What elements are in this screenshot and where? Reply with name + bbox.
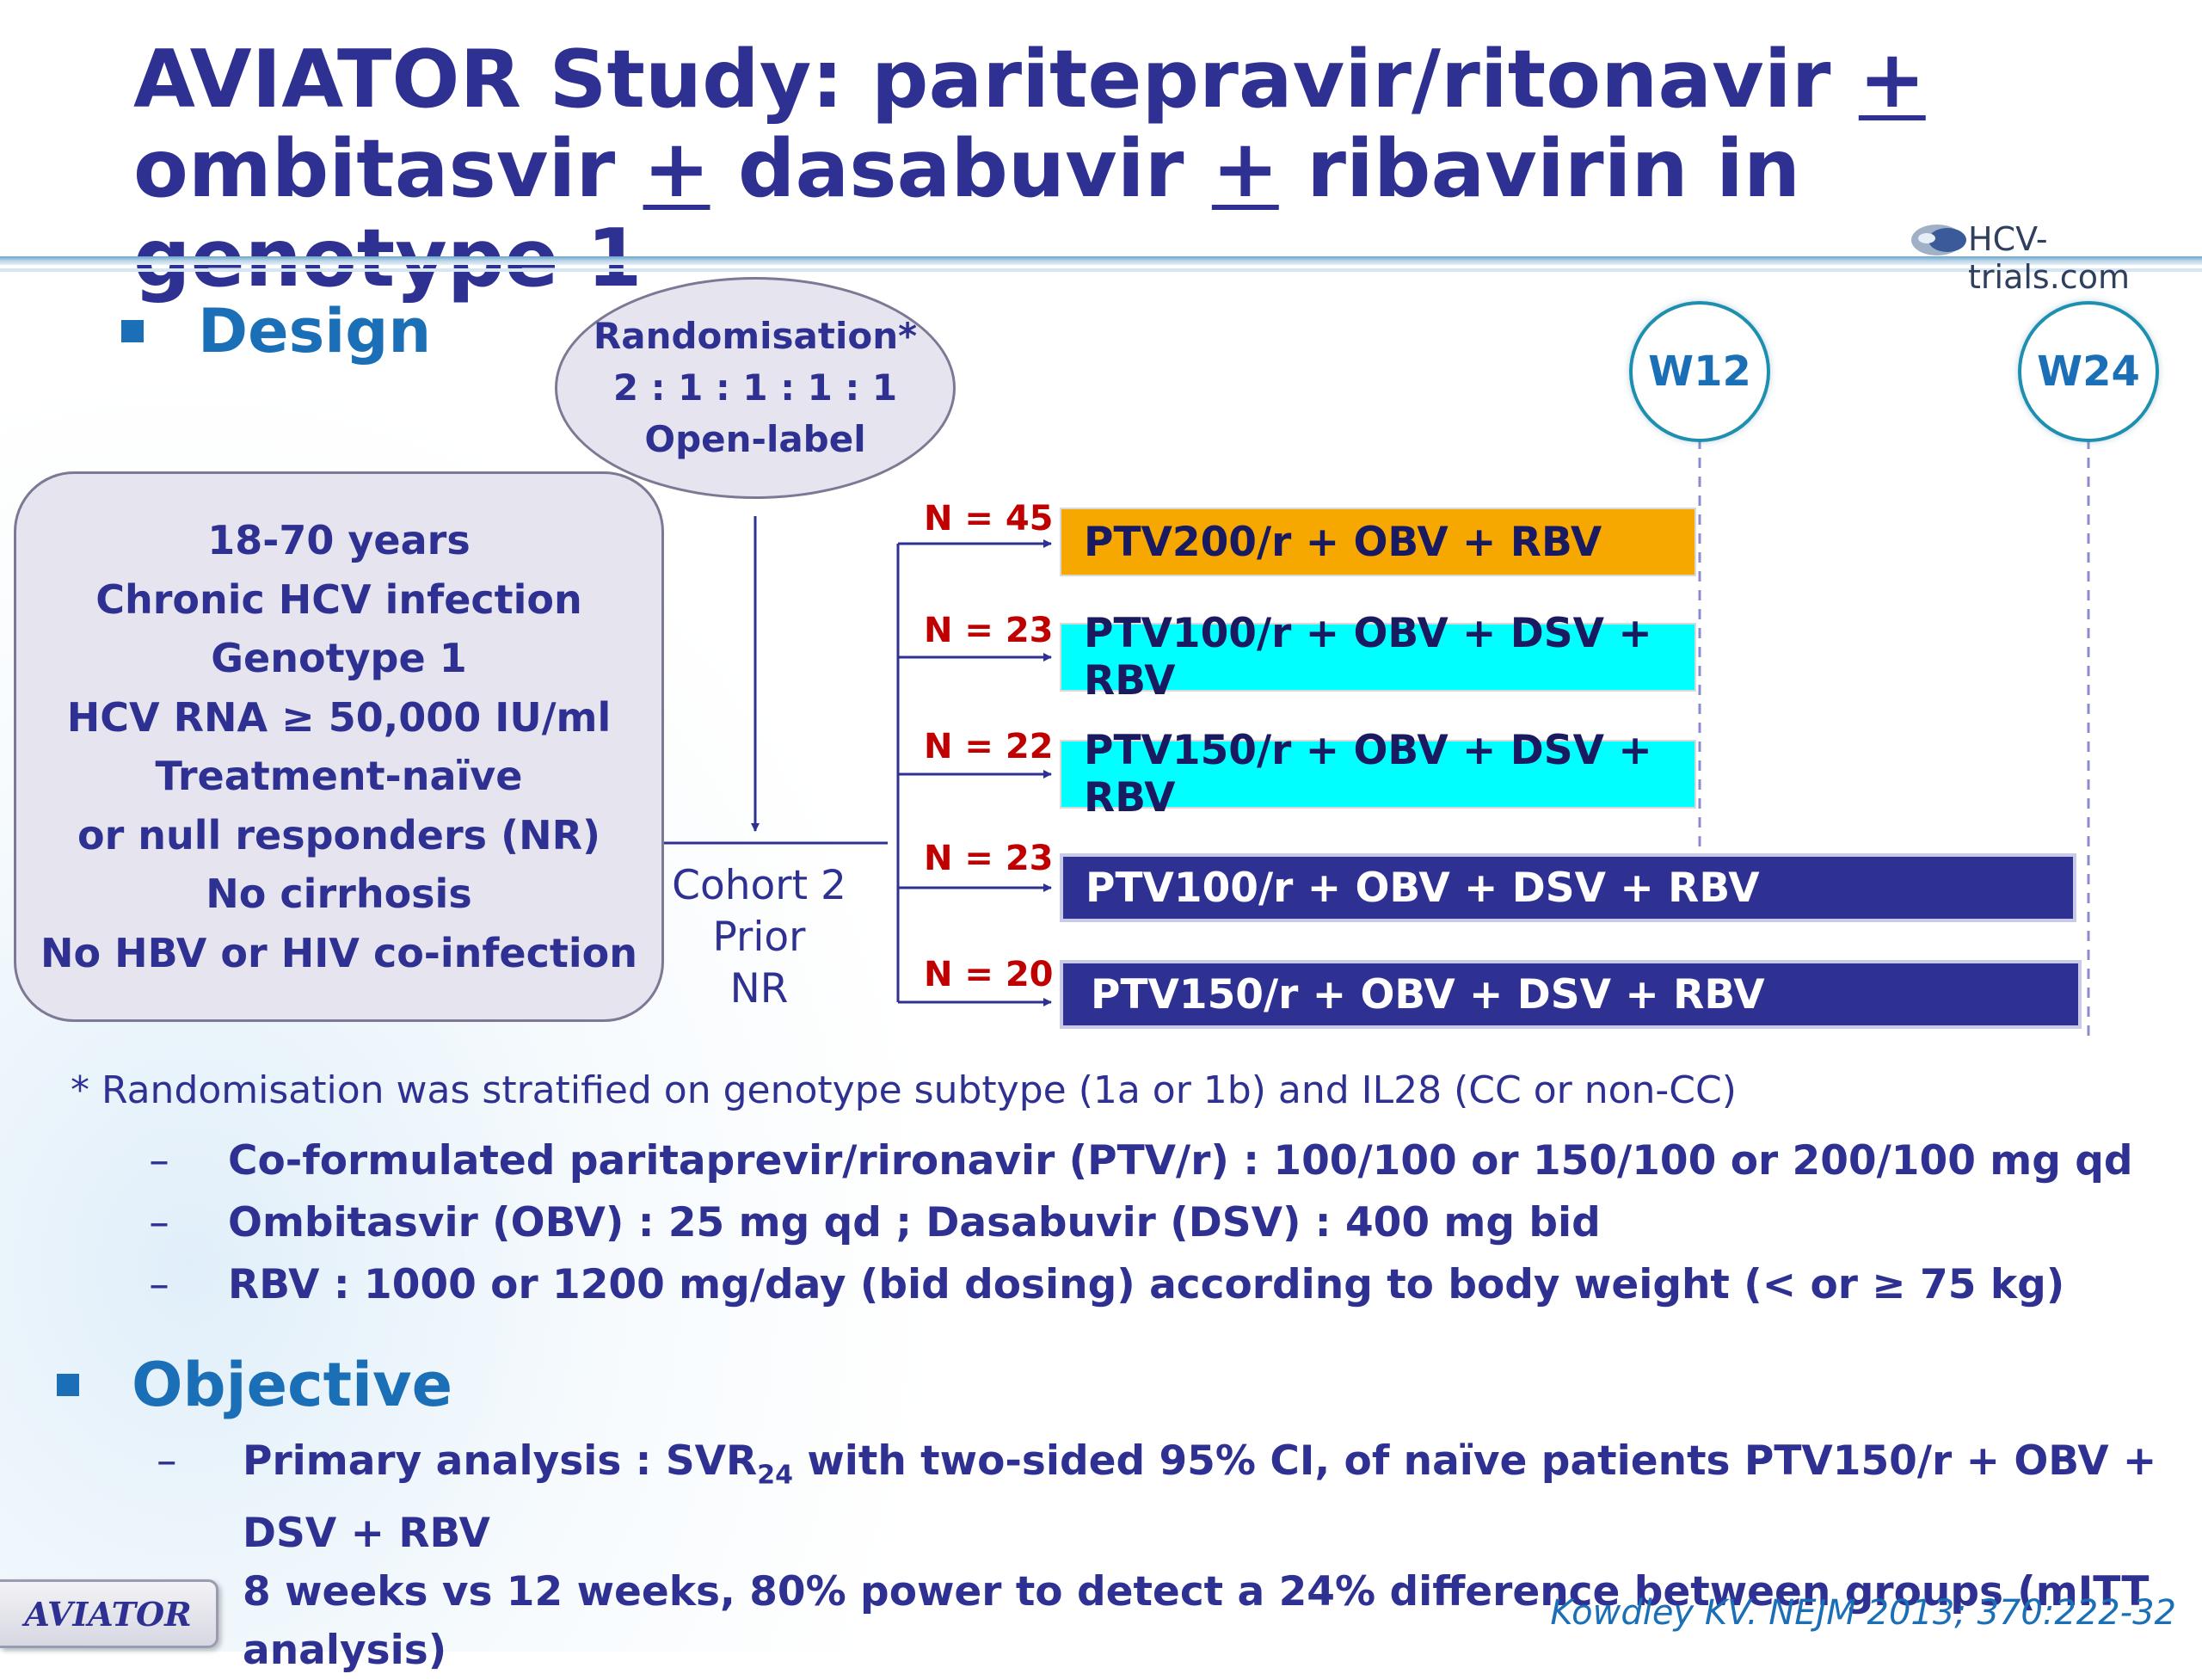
inclusion-criteria-box: 18-70 years Chronic HCV infection Genoty… xyxy=(14,471,664,1022)
criteria-item: Genotype 1 xyxy=(211,635,467,681)
randomisation-label: Randomisation* xyxy=(593,315,918,357)
cohort-label: Cohort 2 Prior NR xyxy=(662,860,856,1015)
arm-label: PTV150/r + OBV + DSV + RBV xyxy=(1084,727,1652,822)
randomisation-footnote: * Randomisation was stratified on genoty… xyxy=(71,1068,1737,1112)
arm-bar: PTV200/r + OBV + RBV xyxy=(1060,508,1696,576)
arm-n-label: N = 23 xyxy=(924,611,1054,650)
criteria-item: or null responders (NR) xyxy=(77,811,601,858)
arm-label: PTV150/r + OBV + DSV + RBV xyxy=(1091,970,1765,1018)
dash-bullet: – xyxy=(149,1261,169,1308)
header-rule-secondary xyxy=(0,268,2202,272)
cohort-line: Cohort 2 xyxy=(672,862,846,909)
criteria-item: No HBV or HIV co-infection xyxy=(40,929,638,976)
dash-bullet: – xyxy=(157,1437,177,1485)
dash-bullet: – xyxy=(149,1199,169,1246)
dosing-point: – Co-formulated paritaprevir/rironavir (P… xyxy=(149,1137,2132,1185)
design-heading: Design xyxy=(198,296,432,366)
arm-bar: PTV150/r + OBV + DSV + RBV xyxy=(1060,960,2082,1029)
arm-label: PTV200/r + OBV + RBV xyxy=(1084,518,1602,566)
criteria-item: No cirrhosis xyxy=(206,871,472,917)
objective-bullet xyxy=(57,1374,79,1396)
arm-label: PTV100/r + OBV + DSV + RBV xyxy=(1086,864,1760,912)
arm-label: PTV100/r + OBV + DSV + RBV xyxy=(1084,610,1652,705)
arm-n-label: N = 23 xyxy=(924,839,1054,878)
arm-n-label: N = 22 xyxy=(924,727,1054,766)
arm-bar: PTV100/r + OBV + DSV + RBV xyxy=(1060,853,2076,922)
objective-text: – Primary analysis : SVR24 with two-side… xyxy=(157,1432,2202,1680)
cohort-line: NR xyxy=(729,965,789,1012)
aviator-badge: AVIATOR xyxy=(0,1579,218,1648)
randomisation-type: Open-label xyxy=(644,418,866,460)
objective-line-1: Primary analysis : SVR24 with two-sided … xyxy=(243,1437,2157,1558)
reference-citation: Kowdley KV. NEJM 2013; 370:222-32 xyxy=(1550,1593,2176,1633)
dash-bullet: – xyxy=(149,1137,169,1185)
hcv-trials-logo-icon xyxy=(1911,225,1966,255)
criteria-item: HCV RNA ≥ 50,000 IU/ml xyxy=(66,693,612,741)
arm-n-label: N = 20 xyxy=(924,955,1054,994)
header-rule xyxy=(0,256,2202,265)
randomisation-ellipse: Randomisation* 2 : 1 : 1 : 1 : 1 Open-la… xyxy=(555,277,956,499)
arm-bar: PTV100/r + OBV + DSV + RBV xyxy=(1060,610,1696,705)
objective-heading: Objective xyxy=(132,1350,453,1420)
design-bullet xyxy=(121,320,144,342)
criteria-item: Treatment-naïve xyxy=(155,753,523,799)
dosing-point: – Ombitasvir (OBV) : 25 mg qd ; Dasabuvir… xyxy=(149,1199,1601,1246)
timepoint-w24: W24 xyxy=(2018,301,2159,442)
title-line-1: AVIATOR Study: paritepravir/ritonavir + xyxy=(133,33,1926,126)
logo-text: HCV-trials.com xyxy=(1968,220,2130,296)
randomisation-ratio: 2 : 1 : 1 : 1 : 1 xyxy=(612,366,898,409)
arm-n-label: N = 45 xyxy=(924,499,1054,538)
cohort-line: Prior xyxy=(712,914,806,961)
criteria-item: 18-70 years xyxy=(207,517,471,563)
arm-bar: PTV150/r + OBV + DSV + RBV xyxy=(1060,727,1696,822)
dosing-point: – RBV : 1000 or 1200 mg/day (bid dosing) … xyxy=(149,1261,2064,1308)
timepoint-w12: W12 xyxy=(1629,301,1770,442)
criteria-item: Chronic HCV infection xyxy=(95,575,582,623)
